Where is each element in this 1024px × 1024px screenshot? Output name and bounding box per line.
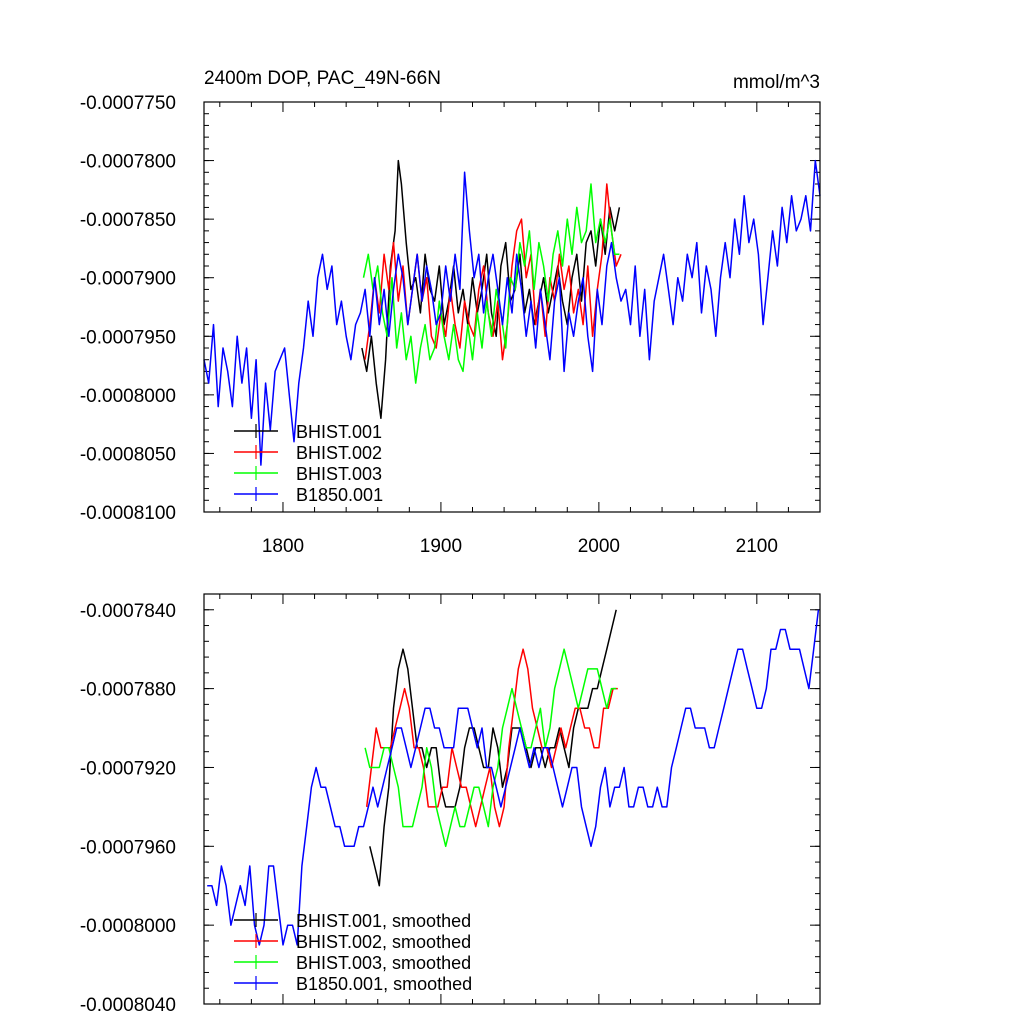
bottom-series [207,609,820,946]
legend-label: BHIST.003, smoothed [296,953,471,973]
y-tick-label: -0.0007960 [80,837,176,858]
y-tick-label: -0.0008040 [80,995,176,1016]
series-line-bhist-001 [369,609,617,887]
series-line-bhist-003 [364,648,617,848]
y-tick-label: -0.0007750 [80,93,176,114]
y-tick-label: -0.0008000 [80,916,176,937]
y-tick-label: -0.0007840 [80,601,176,622]
legend-label: BHIST.002 [296,443,382,463]
legend-label: B1850.001 [296,485,383,505]
x-tick-label: 2000 [578,536,620,557]
legend-label: B1850.001, smoothed [296,974,472,994]
series-line-b1850-001 [203,159,821,466]
y-tick-label: -0.0007880 [80,680,176,701]
y-tick-label: -0.0008100 [80,503,176,524]
legend-label: BHIST.002, smoothed [296,932,471,952]
series-line-bhist-001 [361,159,621,420]
y-tick-label: -0.0008000 [80,386,176,407]
units-label: mmol/m^3 [733,72,820,93]
y-tick-label: -0.0007800 [80,152,176,173]
y-tick-label: -0.0008050 [80,444,176,465]
legend-label: BHIST.001 [296,422,382,442]
series-line-bhist-003 [362,183,620,384]
y-tick-label: -0.0007950 [80,327,176,348]
x-tick-label: 1800 [262,536,304,557]
legend-label: BHIST.003 [296,464,382,484]
bottom-panel: -0.0007840 -0.0007880 -0.0007920 -0.0007960… [80,593,821,1016]
bottom-plot-frame [203,593,821,1005]
top-panel: 2400m DOP, PAC_49N-66N mmol/m^3 -0.00077… [80,68,821,557]
x-tick-label: 2100 [736,536,778,557]
y-tick-label: -0.0007850 [80,210,176,231]
y-tick-label: -0.0007920 [80,758,176,779]
top-plot-frame [203,101,821,513]
series-line-b1850-001 [207,609,820,946]
y-tick-label: -0.0007900 [80,269,176,290]
top-series [203,159,821,466]
bottom-ticks: -0.0007840 -0.0007880 -0.0007920 -0.0007960… [80,593,821,1016]
x-tick-label: 1900 [420,536,462,557]
chart-title: 2400m DOP, PAC_49N-66N [204,68,441,89]
top-ticks: -0.0007750 -0.0007800 -0.0007850 -0.0007900… [80,93,821,557]
legend-label: BHIST.001, smoothed [296,911,471,931]
